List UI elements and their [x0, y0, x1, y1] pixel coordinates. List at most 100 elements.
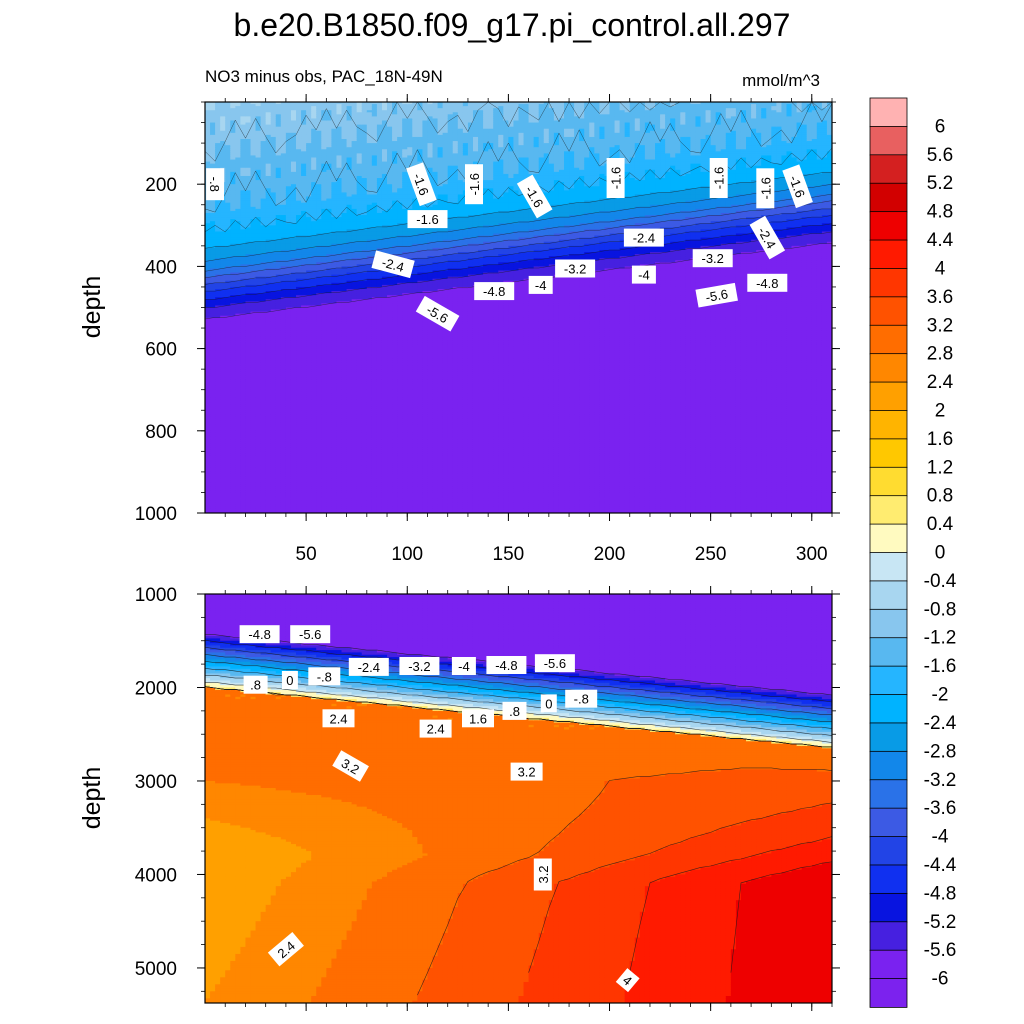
lower-contour-label: -4.8: [486, 656, 527, 674]
upper-contour-label-text: -3.2: [564, 262, 586, 277]
colorbar-swatch: [869, 608, 908, 639]
upper-contour-label: -1.6: [465, 164, 483, 205]
lower-contour-label-text: 1.6: [469, 711, 487, 726]
lower-contour-label-text: -4.8: [248, 627, 270, 642]
colorbar-swatch: [869, 637, 908, 667]
upper-y-tick-label: 400: [145, 257, 177, 278]
upper-x-tick-label: 200: [594, 544, 626, 565]
upper-contour-label-text: -5.6: [704, 286, 729, 305]
lower-contour-label: 4: [615, 968, 640, 993]
colorbar-label: -0.4: [924, 571, 957, 592]
lower-contour-label: -2.4: [348, 657, 389, 676]
colorbar-swatch: [869, 438, 908, 469]
colorbar-swatch: [869, 296, 908, 327]
lower-plot-frame: [204, 593, 833, 1004]
colorbar-label: -4.4: [924, 855, 957, 876]
lower-contour-label-text: -5.6: [544, 656, 566, 671]
colorbar-swatch: [869, 694, 908, 724]
upper-contour-label-text: -2.4: [380, 255, 406, 275]
colorbar-swatch: [869, 239, 908, 270]
colorbar-swatch: [869, 154, 908, 185]
upper-contour-fill: [205, 102, 832, 513]
lower-panel: -4.8 -5.6 -2.4 -3.2 -4 -4.8 -5.6 .8 0 -.8 .8 0 -.8 1.…: [78, 585, 840, 1011]
colorbar-label: -0.8: [924, 599, 957, 620]
lower-contour-label: 2.4: [419, 719, 452, 738]
lower-contour-label-text: 3.2: [518, 765, 536, 780]
lower-y-tick-label: 2000: [135, 678, 177, 699]
lower-contour-label-text: 2.4: [427, 722, 445, 737]
upper-contour-label-text: -1.6: [410, 171, 432, 197]
lower-contour-label-text: -4.8: [495, 658, 517, 673]
upper-panel: -.8 -1.6 -1.6 -1.6-1.6 -1.6 -1.6 -1.6-1.6-2.4-…: [78, 94, 840, 565]
lower-contour-label: 3.2: [332, 750, 369, 782]
upper-contour-label-text: -1.6: [712, 167, 727, 189]
colorbar-label: 1.2: [927, 457, 953, 478]
colorbar-label: 4: [935, 258, 946, 279]
colorbar-label: 2.4: [927, 372, 954, 393]
upper-contour-label-text: -4.8: [483, 284, 505, 299]
colorbar-swatch: [869, 580, 908, 611]
colorbar-swatch: [869, 126, 908, 156]
colorbar-swatch: [869, 97, 908, 128]
lower-contour-label: 1.6: [462, 709, 494, 728]
upper-x-tick-label: 100: [391, 544, 423, 565]
colorbar-swatch: [869, 410, 908, 440]
upper-contour-label: -5.6: [695, 282, 738, 308]
upper-contour-label: -1.6: [606, 158, 625, 198]
colorbar-swatch: [869, 353, 908, 383]
upper-contour-label-text: -4: [638, 268, 650, 283]
lower-contour-label-text: .8: [509, 704, 520, 719]
upper-axes: 200 400 600 800 1000 50 100 150 200 250 300: [135, 94, 840, 565]
colorbar-label: -4.8: [924, 883, 957, 904]
lower-contour-label-text: -3.2: [408, 659, 430, 674]
colorbar-label: 3.6: [927, 287, 953, 308]
lower-contour-label: .8: [502, 701, 527, 720]
upper-contour-label: -4.8: [747, 273, 788, 292]
colorbar-swatch: [869, 552, 908, 582]
colorbar-swatch: [869, 381, 908, 412]
colorbar-swatch: [869, 211, 908, 241]
upper-contour-label: -4: [631, 265, 656, 284]
colorbar-swatch: [869, 978, 908, 1008]
colorbar-label: -5.6: [924, 940, 957, 961]
upper-contour-label-text: -.8: [207, 177, 222, 192]
upper-contour-label: -.8: [206, 168, 225, 201]
colorbar-swatch: [869, 921, 908, 951]
lower-contour-label: -.8: [565, 689, 598, 708]
colorbar-label: 4.8: [927, 202, 953, 223]
upper-contour-label-text: -4: [535, 278, 547, 293]
lower-contour-label-text: 0: [286, 673, 293, 688]
upper-contour-labels: -.8 -1.6 -1.6 -1.6-1.6 -1.6 -1.6 -1.6-1.6-2.4-…: [206, 158, 813, 332]
colorbar-label: -3.6: [924, 798, 957, 819]
lower-contour-label: 0: [540, 694, 557, 713]
colorbar-label: 2.8: [927, 344, 953, 365]
upper-contour-label-text: -1.6: [609, 167, 624, 189]
lower-contour-label-text: -.8: [574, 692, 589, 707]
lower-contour-label-text: .8: [250, 678, 261, 693]
lower-y-tick-label: 1000: [135, 585, 177, 606]
upper-contour-label-text: -1.6: [786, 173, 808, 199]
upper-contour-label: -1.6: [782, 164, 813, 209]
upper-x-tick-label: 150: [493, 544, 525, 565]
upper-contour-label: -1.6: [407, 210, 448, 229]
lower-contour-label: 3.2: [510, 762, 543, 781]
lower-contour-label: 3.2: [533, 858, 552, 891]
upper-x-tick-label: 300: [796, 544, 828, 565]
figure-title: b.e20.B1850.f09_g17.pi_control.all.297: [234, 7, 791, 43]
lower-contour-label: 0: [281, 671, 298, 689]
lower-contour-label: -5.6: [534, 654, 575, 673]
upper-contour-label-text: -2.4: [633, 231, 655, 246]
lower-contour-label-text: -5.6: [299, 627, 321, 642]
colorbar-swatch: [869, 949, 908, 980]
colorbar-swatch: [869, 750, 908, 781]
upper-contour-label: -4.8: [474, 282, 515, 301]
colorbar-label: -6: [932, 969, 949, 990]
colorbar-swatch: [869, 182, 908, 213]
colorbar-label: 0.8: [927, 486, 953, 507]
upper-y-tick-label: 200: [145, 175, 177, 196]
colorbar-label: 2: [935, 401, 946, 422]
colorbar-label: 1.6: [927, 429, 953, 450]
colorbar-label: -1.2: [924, 628, 957, 649]
colorbar-swatch: [869, 836, 908, 866]
